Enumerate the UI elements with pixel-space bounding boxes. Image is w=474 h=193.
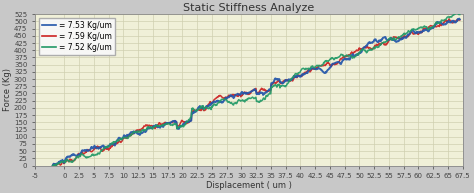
Title: Static Stiffness Analyze: Static Stiffness Analyze <box>183 3 314 14</box>
Y-axis label: Force (Kg): Force (Kg) <box>3 68 12 111</box>
X-axis label: Displacement ( um ): Displacement ( um ) <box>206 180 292 190</box>
Legend: = 7.53 Kg/um, = 7.59 Kg/um, = 7.52 Kg/um: = 7.53 Kg/um, = 7.59 Kg/um, = 7.52 Kg/um <box>39 18 115 55</box>
